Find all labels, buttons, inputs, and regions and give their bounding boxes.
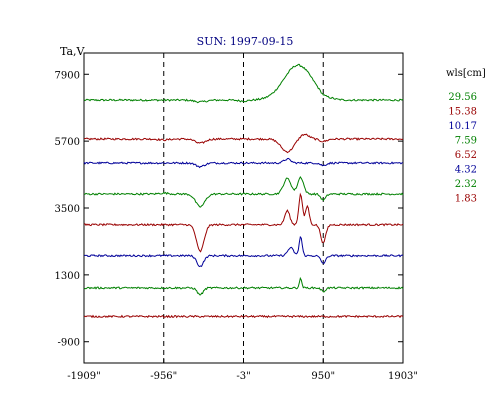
y-tick-label-1: 5700 <box>55 137 80 148</box>
legend-entry-10.17: 10.17 <box>448 121 477 132</box>
x-tick-label-4: 1903" <box>388 371 418 382</box>
y-axis: 7900 5700 3500 1300 -900 <box>55 70 403 349</box>
legend-entry-29.56: 29.56 <box>448 92 477 103</box>
y-tick-label-2: 3500 <box>55 204 80 215</box>
y-axis-label: Ta,V <box>60 45 86 58</box>
legend-entry-6.52: 6.52 <box>455 150 477 161</box>
y-tick-label-3: 1300 <box>55 271 80 282</box>
y-tick-label-0: 7900 <box>55 70 80 81</box>
series-line-10.17 <box>83 157 404 169</box>
series-layer <box>83 63 404 319</box>
x-tick-label-1: -956" <box>150 371 177 382</box>
series-line-1.83 <box>83 314 404 319</box>
legend-title: wls[cm] <box>446 68 486 79</box>
y-tick-label-4: -900 <box>58 338 80 349</box>
series-line-4.32 <box>84 235 404 268</box>
legend-entry-2.32: 2.32 <box>455 179 477 190</box>
series-line-2.32 <box>83 276 404 296</box>
series-line-29.56 <box>83 63 404 104</box>
grid-layer <box>163 53 324 363</box>
legend-entry-15.38: 15.38 <box>448 107 477 118</box>
x-tick-label-0: -1909" <box>67 371 100 382</box>
x-tick-label-3: 950" <box>311 371 335 382</box>
series-line-6.52 <box>83 192 404 253</box>
x-axis: -1909" -956" -3" 950" 1903" <box>67 358 418 382</box>
legend-entry-7.59: 7.59 <box>455 136 477 147</box>
chart-title: SUN: 1997-09-15 <box>197 35 294 48</box>
legend-entry-1.83: 1.83 <box>455 194 477 205</box>
series-line-15.38 <box>83 133 404 154</box>
x-tick-label-2: -3" <box>236 371 250 382</box>
legend: 29.56 15.38 10.17 7.59 6.52 4.32 2.32 1.83 <box>448 92 477 205</box>
legend-entry-4.32: 4.32 <box>455 165 477 176</box>
series-line-7.59 <box>83 176 404 208</box>
